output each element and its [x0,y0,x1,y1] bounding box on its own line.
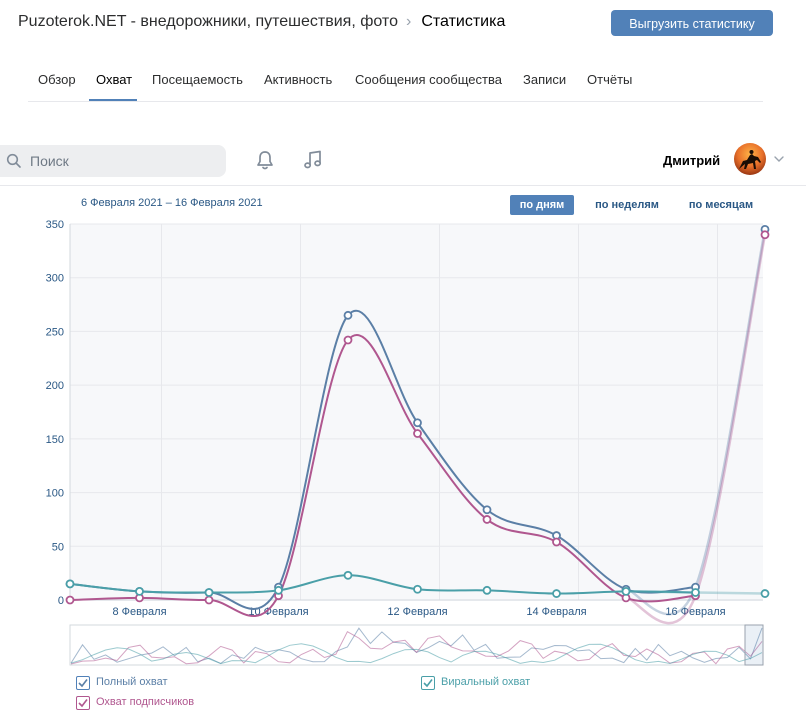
reach-line-chart[interactable]: 0 50 100 150 200 250 300 350 8 Февраля 10 Феврал… [0,215,806,670]
subscriber-reach-point[interactable] [65,595,75,605]
page-title: Статистика [421,13,506,30]
y-tick-label: 150 [46,434,64,446]
chevron-down-icon[interactable] [774,155,784,163]
tab-attendance[interactable]: Посещаемость [152,72,243,87]
viral-reach-point[interactable] [343,570,353,580]
tab-reports[interactable]: Отчёты [587,72,633,87]
period-days-button[interactable]: по дням [510,195,574,215]
subscriber-reach-point[interactable] [552,537,561,547]
full-reach-checkbox[interactable] [76,676,90,690]
viral-reach-point[interactable] [691,588,700,597]
y-tick-label: 100 [46,488,64,500]
series-lines [69,229,767,625]
period-months-button[interactable]: по месяцам [688,199,754,211]
viral-reach-point[interactable] [552,589,561,598]
avatar[interactable] [734,143,766,175]
navigator-range-handle[interactable] [744,624,764,666]
period-weeks-button[interactable]: по неделям [595,199,659,211]
x-tick-label: 16 Февраля [665,606,725,618]
export-stats-button[interactable]: Выгрузить статистику [611,10,773,36]
x-tick-label: 10 Февраля [248,606,308,618]
breadcrumb-community-link[interactable]: Puzoterok.NET - внедорожники, путешестви… [18,13,398,30]
checkmark-icon [78,679,88,688]
subscriber-reach-checkbox[interactable] [76,696,90,710]
viral-reach-point[interactable] [204,588,214,597]
viral-reach-point[interactable] [413,584,422,594]
breadcrumb: Puzoterok.NET - внедорожники, путешестви… [18,13,505,31]
chevron-right-icon: › [405,13,412,30]
full-reach-point[interactable] [413,418,422,428]
navigator-sparkline [70,627,763,665]
viral-reach-point[interactable] [760,589,770,598]
subscriber-reach-point[interactable] [482,515,492,524]
user-name[interactable]: Дмитрий [663,153,721,168]
music-icon[interactable] [302,149,324,171]
subscriber-reach-label: Охват подписчиков [96,696,195,708]
full-reach-label: Полный охват [96,676,168,688]
y-tick-label: 300 [46,273,64,285]
tab-posts[interactable]: Записи [523,72,567,87]
viral-reach-checkbox[interactable] [421,676,435,690]
search-input[interactable] [30,152,210,170]
y-tick-label: 200 [46,380,64,392]
viral-reach-point[interactable] [274,585,283,595]
viral-reach-line [69,574,696,595]
full-reach-line-tail [625,229,767,616]
x-tick-label: 8 Февраля [112,606,166,618]
vertical-gridlines [70,224,763,601]
series-points [65,224,770,605]
y-axis-ticks: 0 50 100 150 200 250 300 350 [46,219,64,607]
y-tick-label: 0 [58,595,64,607]
tab-activity[interactable]: Активность [264,72,333,87]
subscriber-reach-point[interactable] [760,230,770,240]
full-reach-point[interactable] [482,505,492,515]
viral-reach-point[interactable] [65,579,75,589]
subscriber-reach-point[interactable] [343,335,353,345]
tab-reach[interactable]: Охват [96,72,133,87]
viral-reach-navigator-line [70,643,763,665]
viral-reach-point[interactable] [621,587,631,596]
full-reach-point[interactable] [343,310,353,320]
viral-reach-point[interactable] [135,587,144,596]
page-header: Puzoterok.NET - внедорожники, путешестви… [0,0,806,48]
subscriber-reach-point[interactable] [413,429,422,438]
plot-area [70,224,763,601]
tab-overview[interactable]: Обзор [38,72,76,87]
y-tick-label: 250 [46,326,64,338]
search-icon [6,153,21,168]
active-tab-indicator [89,99,137,101]
viral-reach-point[interactable] [482,585,492,595]
y-tick-label: 350 [46,219,64,231]
subscriber-reach-line [69,334,696,618]
subscriber-reach-line-tail [625,234,767,625]
date-range[interactable]: 6 Февраля 2021 – 16 Февраля 2021 [81,197,263,209]
stats-tabs: Обзор Охват Посещаемость Активность Сооб… [28,58,763,102]
search-box[interactable] [0,145,226,177]
top-navigation-bar: Дмитрий [0,137,806,186]
x-tick-label: 12 Февраля [387,606,447,618]
checkmark-icon [423,679,433,688]
x-axis-ticks: 8 Февраля 10 Февраля 12 Февраля 14 Февраля 1… [112,606,725,618]
viral-reach-label: Виральный охват [441,676,531,688]
y-tick-label: 50 [52,541,64,553]
tab-community-messages[interactable]: Сообщения сообщества [355,72,502,87]
bell-icon[interactable] [254,149,276,171]
checkmark-icon [78,699,88,708]
subscriber-reach-navigator-line [70,631,763,665]
x-tick-label: 14 Февраля [526,606,586,618]
subscriber-reach-point[interactable] [204,595,214,605]
